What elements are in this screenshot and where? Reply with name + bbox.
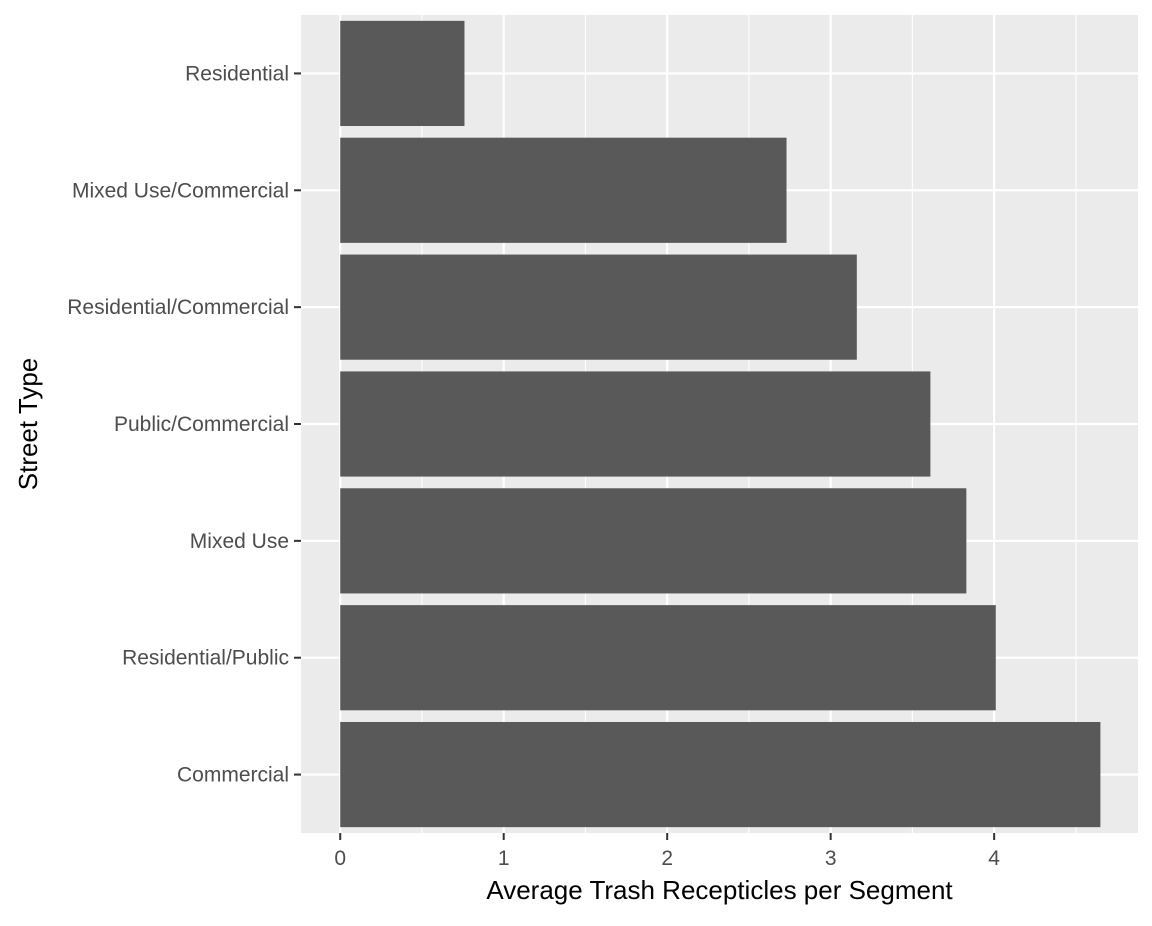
bar [340, 721, 1101, 828]
x-tick-label: 0 [334, 847, 346, 870]
x-tick-label: 1 [498, 847, 510, 870]
x-tick-label: 3 [825, 847, 837, 870]
y-tick-label: Public/Commercial [114, 413, 289, 436]
bar [340, 137, 787, 243]
bar [340, 605, 996, 711]
bar [340, 371, 931, 477]
y-tick-label: Residential/Commercial [67, 296, 289, 319]
y-tick-label: Mixed Use/Commercial [72, 179, 289, 202]
y-axis-title: Street Type [13, 358, 43, 491]
bar [340, 488, 967, 594]
bar [340, 254, 857, 360]
y-axis: Residential Mixed Use/Commercial Residenti… [67, 62, 301, 787]
x-tick-label: 2 [661, 847, 673, 870]
bars [340, 20, 1101, 828]
y-tick-label: Residential [185, 62, 289, 85]
y-tick-label: Residential/Public [122, 647, 289, 670]
bar [340, 20, 465, 127]
x-tick-label: 4 [988, 847, 1000, 870]
y-tick-label: Mixed Use [190, 530, 289, 553]
x-axis-title: Average Trash Recepticles per Segment [486, 875, 953, 905]
y-tick-label: Commercial [177, 764, 289, 787]
x-axis: 0 1 2 3 4 [334, 833, 1000, 870]
